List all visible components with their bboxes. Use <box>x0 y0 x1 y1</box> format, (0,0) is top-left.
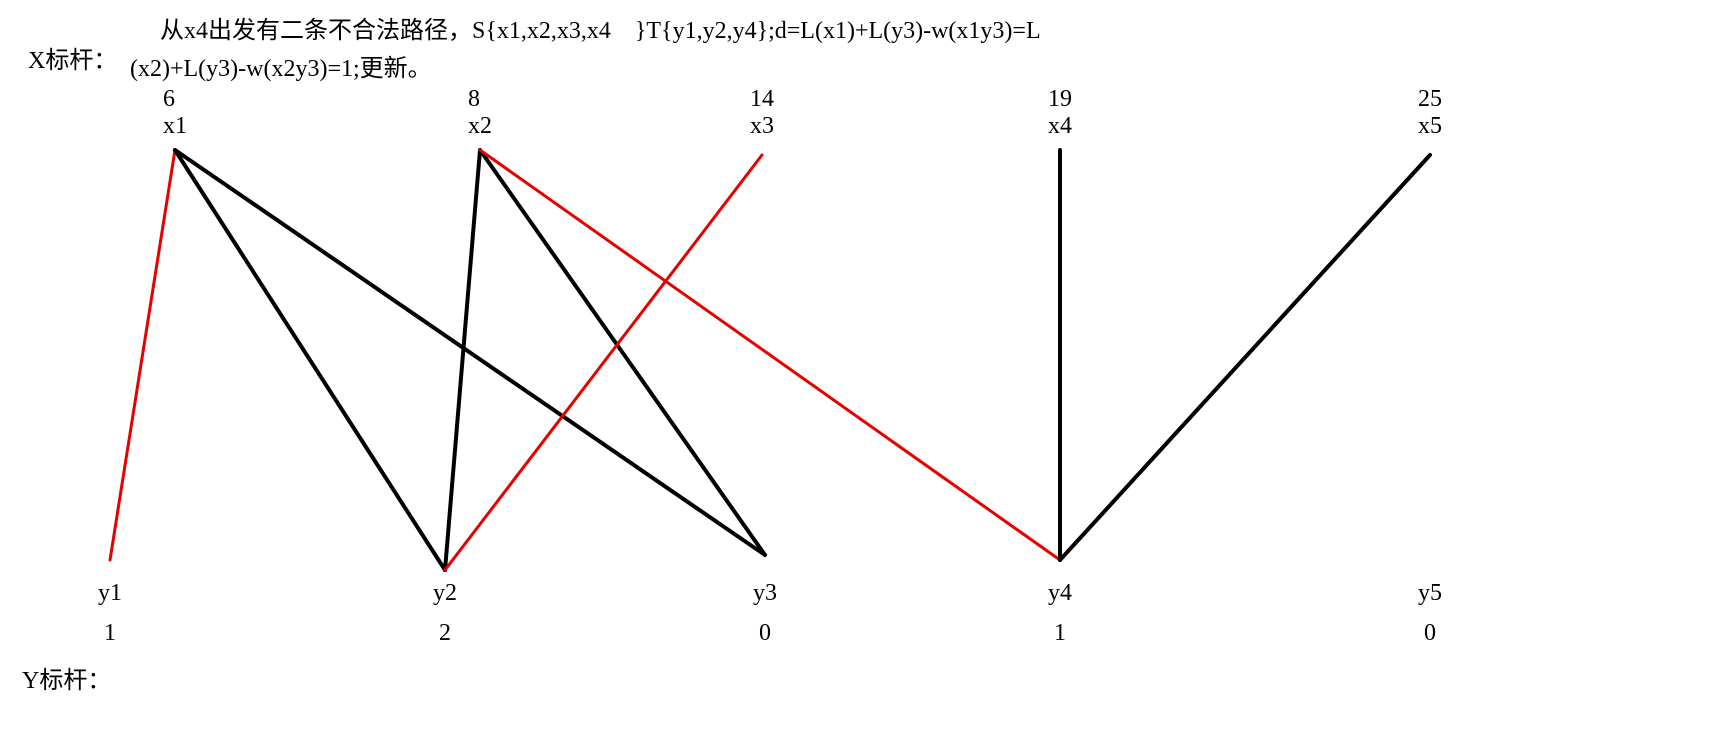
y-node-value-y3: 0 <box>759 620 771 647</box>
y-node-value-y4: 1 <box>1054 620 1066 647</box>
x-node-value-x4: 19 <box>1048 86 1072 113</box>
bipartite-graph <box>0 0 1732 742</box>
edge-x1-y1 <box>110 150 175 560</box>
x-node-value-x1: 6 <box>163 86 175 113</box>
y-node-label-y2: y2 <box>433 580 457 607</box>
y-node-value-y5: 0 <box>1424 620 1436 647</box>
y-node-value-y1: 1 <box>104 620 116 647</box>
edge-x2-y4 <box>480 150 1060 560</box>
x-node-value-x2: 8 <box>468 86 480 113</box>
x-node-label-x2: x2 <box>468 113 492 140</box>
edge-x2-y2 <box>445 150 480 570</box>
y-node-label-y4: y4 <box>1048 580 1072 607</box>
x-node-label-x4: x4 <box>1048 113 1072 140</box>
x-node-value-x5: 25 <box>1418 86 1442 113</box>
y-node-label-y5: y5 <box>1418 580 1442 607</box>
edge-x3-y2 <box>445 155 762 570</box>
edge-x5-y4 <box>1060 155 1430 560</box>
x-node-label-x1: x1 <box>163 113 187 140</box>
edge-x2-y3 <box>480 150 765 555</box>
y-node-value-y2: 2 <box>439 620 451 647</box>
edge-x1-y2 <box>175 150 445 570</box>
y-node-label-y1: y1 <box>98 580 122 607</box>
x-node-label-x5: x5 <box>1418 113 1442 140</box>
y-node-label-y3: y3 <box>753 580 777 607</box>
x-node-value-x3: 14 <box>750 86 774 113</box>
edge-x1-y3 <box>175 150 765 555</box>
x-node-label-x3: x3 <box>750 113 774 140</box>
